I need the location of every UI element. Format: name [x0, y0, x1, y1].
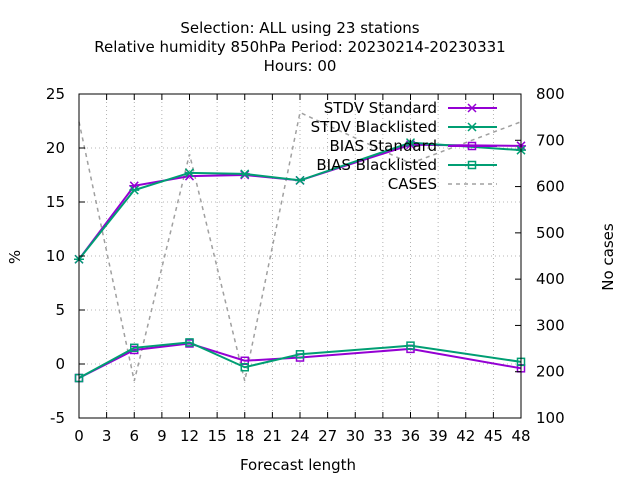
x-tick-label: 39: [429, 427, 448, 445]
data-point-marker: [185, 338, 194, 347]
y2-tick-label: 400: [536, 270, 565, 288]
legend-label: STDV Blacklisted: [311, 118, 437, 136]
x-tick-label: 36: [401, 427, 420, 445]
x-tick-label: 30: [346, 427, 365, 445]
x-tick-label: 45: [484, 427, 503, 445]
data-point-marker: [295, 350, 305, 359]
data-point-marker: [130, 343, 139, 353]
legend-label: BIAS Standard: [329, 137, 437, 155]
y2-tick-label: 100: [536, 409, 565, 427]
x-tick-label: 42: [456, 427, 475, 445]
series-line: [78, 141, 522, 260]
y-tick-label: 15: [46, 193, 65, 211]
data-point-marker: [467, 122, 477, 132]
data-point-marker: [295, 175, 305, 185]
axis-ticks: 0 3 6 9 12 15 18 21 24 27 30 33 36 39 42 45 48-505101520…: [46, 85, 565, 445]
y-tick-label: 20: [46, 139, 65, 157]
y2-tick-label: 500: [536, 224, 565, 242]
series-cases: [78, 111, 522, 382]
y-tick-label: 25: [46, 85, 65, 103]
title-line: Selection: ALL using 23 stations: [180, 19, 419, 37]
x-tick-label: 27: [318, 427, 337, 445]
y2-axis-label: No cases: [599, 223, 617, 291]
y2-tick-label: 600: [536, 178, 565, 196]
grid-lines: [79, 94, 521, 418]
chart-title: Selection: ALL using 23 stationsRelative…: [94, 19, 505, 75]
data-point-marker: [405, 138, 416, 148]
x-tick-label: 6: [129, 427, 139, 445]
series-line: [78, 111, 522, 382]
data-point-marker: [240, 362, 249, 372]
title-line: Hours: 00: [264, 57, 337, 75]
y2-tick-label: 700: [536, 131, 565, 149]
data-point-marker: [184, 168, 195, 178]
data-point-marker: [467, 141, 477, 151]
data-point-marker: [239, 169, 250, 179]
data-point-marker: [406, 341, 415, 350]
series-layer: [74, 111, 526, 383]
x-tick-label: 3: [102, 427, 112, 445]
y-tick-label: 0: [55, 355, 65, 373]
data-point-marker: [129, 185, 140, 195]
data-point-marker: [467, 160, 477, 170]
title-line: Relative humidity 850hPa Period: 2023021…: [94, 38, 505, 56]
x-tick-label: 0: [74, 427, 84, 445]
y-tick-label: -5: [50, 409, 65, 427]
x-tick-label: 18: [235, 427, 254, 445]
legend-label: STDV Standard: [324, 99, 437, 117]
y2-tick-label: 200: [536, 363, 565, 381]
legend-label: BIAS Blacklisted: [316, 156, 437, 174]
x-tick-label: 15: [208, 427, 227, 445]
x-tick-label: 12: [180, 427, 199, 445]
data-point-marker: [467, 103, 477, 113]
x-tick-label: 21: [263, 427, 282, 445]
x-axis-label: Forecast length: [240, 456, 356, 474]
y-tick-label: 5: [55, 301, 65, 319]
x-tick-label: 24: [290, 427, 309, 445]
x-tick-label: 33: [373, 427, 392, 445]
y2-tick-label: 300: [536, 316, 565, 334]
series-stdv-blacklisted: [74, 138, 526, 264]
x-tick-label: 48: [511, 427, 530, 445]
y-tick-label: 10: [46, 247, 65, 265]
x-tick-label: 9: [157, 427, 167, 445]
series-line: [78, 341, 522, 379]
y-axis-label: %: [6, 250, 24, 264]
y2-tick-label: 800: [536, 85, 565, 103]
series-bias-blacklisted: [74, 338, 526, 383]
legend-label: CASES: [388, 175, 437, 193]
